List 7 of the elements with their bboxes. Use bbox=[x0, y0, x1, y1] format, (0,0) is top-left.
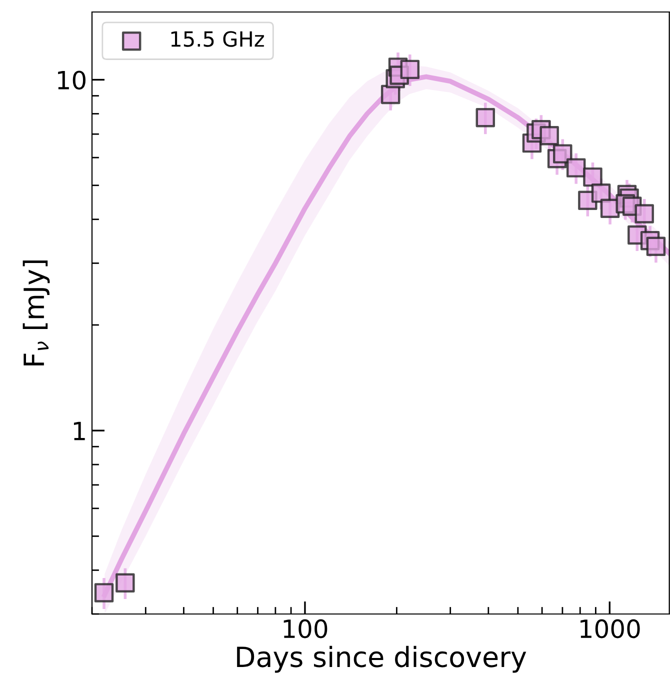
y-axis-title: F$_{ν}$ [mJy] bbox=[22, 260, 50, 366]
y-tick-label: 10 bbox=[58, 70, 86, 90]
x-tick-label: 100 bbox=[284, 619, 328, 638]
x-tick-label: 1000 bbox=[580, 619, 640, 638]
y-tick-label: 1 bbox=[74, 422, 85, 440]
x-axis-title: Days since discovery bbox=[237, 646, 526, 673]
legend-label: 15.5 GHz bbox=[171, 31, 264, 47]
